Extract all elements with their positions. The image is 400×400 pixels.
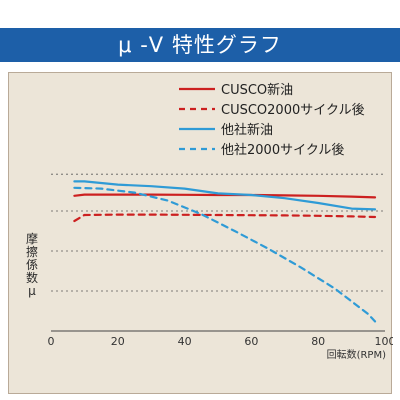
series-line-0 (73, 193, 377, 199)
legend-label-3: 他社2000サイクル後 (221, 142, 344, 158)
series-line-3 (73, 186, 377, 323)
grid-layer (51, 173, 385, 292)
x-tick-label: 60 (244, 335, 258, 348)
x-axis-label: 回転数(RPM) (327, 348, 387, 361)
series-line-2 (73, 180, 377, 211)
series-line-1 (73, 213, 377, 223)
x-tick-label: 20 (111, 335, 125, 348)
chart-title: μ -V 特性グラフ (0, 28, 400, 62)
x-tick-label: 80 (311, 335, 325, 348)
y-axis-label: 摩擦係数μ (25, 232, 38, 298)
axis-layer: 0 20 40 60 80 100 (48, 330, 394, 348)
x-tick-label: 0 (48, 335, 55, 348)
legend-label-0: CUSCO新油 (221, 82, 293, 98)
chart-svg: 0 20 40 60 80 100 CUSCO新油 CUSCO2000サイクル後他社新油他社… (48, 82, 394, 361)
series-layer (73, 180, 377, 323)
x-tick-label: 100 (375, 335, 394, 348)
legend-label-1: CUSCO2000サイクル後 (221, 103, 365, 118)
chart-panel: 0 20 40 60 80 100 CUSCO新油 CUSCO2000サイクル後 他社新油他社… (8, 72, 394, 394)
x-tick-label: 40 (178, 335, 192, 348)
legend-label-2: 他社新油 (221, 122, 273, 138)
